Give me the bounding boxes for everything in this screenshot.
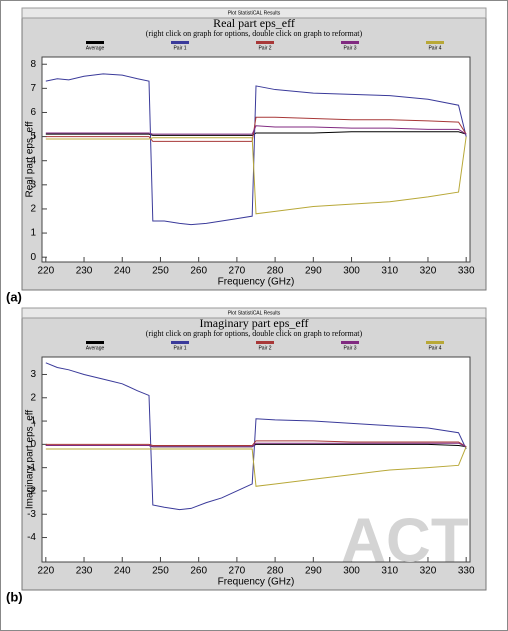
x-tick-label: 280	[267, 566, 284, 577]
y-tick-label: 8	[30, 59, 36, 70]
legend-label: Pair 3	[343, 45, 356, 51]
x-tick-label: 220	[37, 266, 54, 277]
series-line	[45, 125, 467, 135]
x-tick-label: 260	[190, 566, 207, 577]
series-line	[45, 442, 467, 448]
chart-title: Real part eps_eff	[213, 16, 295, 30]
x-axis-label: Frequency (GHz)	[218, 577, 295, 588]
legend-label: Pair 1	[173, 345, 186, 351]
x-tick-label: 240	[114, 566, 131, 577]
series-line	[45, 116, 467, 142]
y-tick-label: 1	[30, 416, 36, 427]
x-tick-label: 280	[267, 266, 284, 277]
y-axis-label: Imaginary part eps_eff	[25, 410, 36, 510]
y-tick-label: -3	[27, 509, 36, 520]
x-tick-label: 320	[420, 566, 437, 577]
legend-swatch	[171, 41, 189, 44]
y-tick-label: 5	[30, 131, 36, 142]
legend-swatch	[341, 41, 359, 44]
x-tick-label: 230	[76, 566, 93, 577]
chart-subtitle: (right click on graph for options, doubl…	[146, 329, 363, 338]
window-title: Plot StatistiCAL Results	[228, 310, 281, 316]
panel-label: (a)	[6, 289, 22, 304]
legend-swatch	[171, 341, 189, 344]
window-title: Plot StatistiCAL Results	[228, 10, 281, 16]
series-line	[45, 446, 467, 487]
x-tick-label: 300	[343, 266, 360, 277]
x-tick-label: 270	[229, 566, 246, 577]
legend-label: Pair 1	[173, 45, 186, 51]
plot-area	[41, 356, 471, 563]
legend-swatch	[426, 341, 444, 344]
legend-label: Pair 2	[258, 45, 271, 51]
x-axis-label: Frequency (GHz)	[218, 277, 295, 288]
y-tick-label: -2	[27, 486, 36, 497]
chart-title: Imaginary part eps_eff	[199, 316, 308, 330]
x-tick-label: 310	[381, 566, 398, 577]
x-tick-label: 240	[114, 266, 131, 277]
y-tick-label: 3	[30, 369, 36, 380]
x-tick-label: 250	[152, 566, 169, 577]
x-tick-label: 250	[152, 266, 169, 277]
x-tick-label: 230	[76, 266, 93, 277]
x-tick-label: 260	[190, 266, 207, 277]
legend-swatch	[341, 341, 359, 344]
y-tick-label: 2	[30, 392, 36, 403]
x-tick-label: 270	[229, 266, 246, 277]
legend-swatch	[426, 41, 444, 44]
watermark: ACT	[341, 506, 469, 575]
x-tick-label: 300	[343, 566, 360, 577]
x-tick-label: 290	[305, 266, 322, 277]
series-line	[45, 440, 467, 448]
series-line	[45, 73, 467, 226]
y-tick-label: 0	[30, 439, 36, 450]
y-tick-label: 7	[30, 83, 36, 94]
legend-label: Average	[86, 45, 105, 51]
legend-label: Pair 4	[428, 45, 441, 51]
legend-label: Pair 3	[343, 345, 356, 351]
y-tick-label: 6	[30, 107, 36, 118]
panel-label: (b)	[6, 589, 23, 604]
x-tick-label: 330	[458, 566, 475, 577]
legend-label: Average	[86, 345, 105, 351]
x-tick-label: 310	[381, 266, 398, 277]
y-tick-label: 2	[30, 204, 36, 215]
legend-swatch	[86, 41, 104, 44]
x-tick-label: 320	[420, 266, 437, 277]
series-line	[45, 136, 467, 215]
x-tick-label: 330	[458, 266, 475, 277]
legend-swatch	[256, 341, 274, 344]
chart-subtitle: (right click on graph for options, doubl…	[146, 29, 363, 38]
x-tick-label: 220	[37, 566, 54, 577]
y-tick-label: 0	[30, 252, 36, 263]
x-tick-label: 290	[305, 566, 322, 577]
series-line	[45, 131, 467, 136]
series-line	[45, 362, 467, 511]
y-tick-label: -4	[27, 532, 36, 543]
y-tick-label: 3	[30, 179, 36, 190]
legend-label: Pair 2	[258, 345, 271, 351]
y-tick-label: 1	[30, 228, 36, 239]
legend-label: Pair 4	[428, 345, 441, 351]
legend-swatch	[86, 341, 104, 344]
window-title-bar	[21, 7, 487, 19]
y-axis-label: Real part eps_eff	[25, 121, 36, 197]
window-title-bar	[21, 307, 487, 319]
y-tick-label: 4	[30, 155, 36, 166]
y-tick-label: -1	[27, 462, 36, 473]
legend-swatch	[256, 41, 274, 44]
